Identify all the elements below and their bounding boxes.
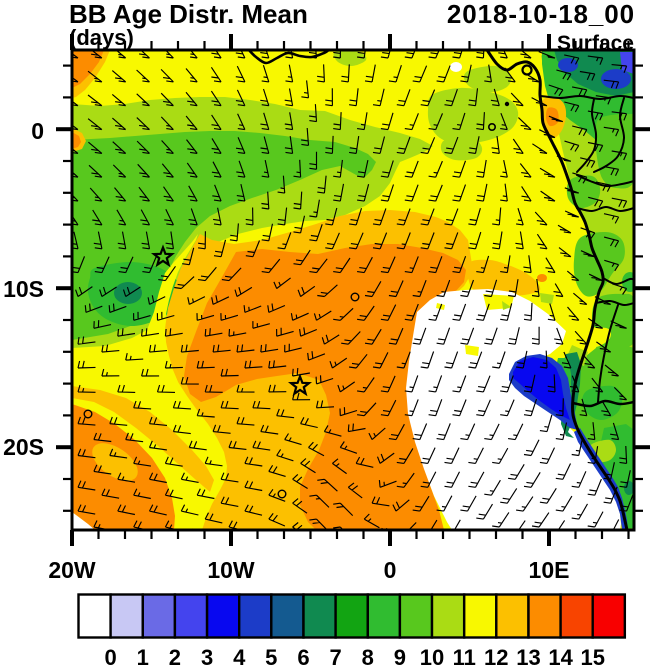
svg-text:13: 13 — [516, 645, 540, 667]
svg-text:14: 14 — [548, 645, 573, 667]
svg-text:(days): (days) — [69, 25, 134, 50]
svg-text:0: 0 — [104, 645, 116, 667]
svg-text:10S: 10S — [3, 276, 44, 302]
svg-text:3: 3 — [201, 645, 213, 667]
svg-text:10: 10 — [420, 645, 444, 667]
svg-text:6: 6 — [297, 645, 309, 667]
svg-text:2: 2 — [169, 645, 181, 667]
svg-text:0: 0 — [384, 557, 397, 583]
svg-text:11: 11 — [453, 645, 476, 667]
svg-text:8: 8 — [362, 645, 374, 667]
svg-text:0: 0 — [31, 118, 44, 144]
svg-text:9: 9 — [394, 645, 406, 667]
svg-text:7: 7 — [329, 645, 341, 667]
svg-text:20W: 20W — [48, 557, 96, 583]
svg-text:10E: 10E — [529, 557, 570, 583]
svg-text:4: 4 — [233, 645, 246, 667]
svg-text:15: 15 — [580, 645, 604, 667]
svg-text:20S: 20S — [3, 434, 44, 460]
svg-text:12: 12 — [484, 645, 508, 667]
svg-text:2018-10-18_00: 2018-10-18_00 — [447, 0, 635, 29]
svg-text:BB Age Distr. Mean: BB Age Distr. Mean — [69, 0, 308, 29]
svg-text:Surface: Surface — [557, 32, 634, 55]
svg-text:5: 5 — [265, 645, 277, 667]
svg-text:1: 1 — [137, 645, 149, 667]
svg-text:10W: 10W — [207, 557, 255, 583]
